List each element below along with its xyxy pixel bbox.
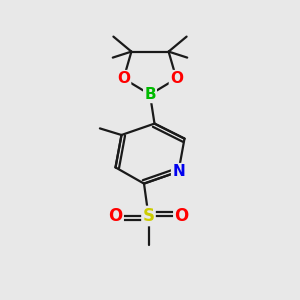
Text: O: O: [108, 207, 123, 225]
Text: N: N: [172, 164, 185, 179]
Text: S: S: [142, 207, 154, 225]
Text: O: O: [174, 207, 189, 225]
Text: O: O: [117, 71, 130, 86]
Text: B: B: [144, 87, 156, 102]
Text: O: O: [170, 71, 183, 86]
